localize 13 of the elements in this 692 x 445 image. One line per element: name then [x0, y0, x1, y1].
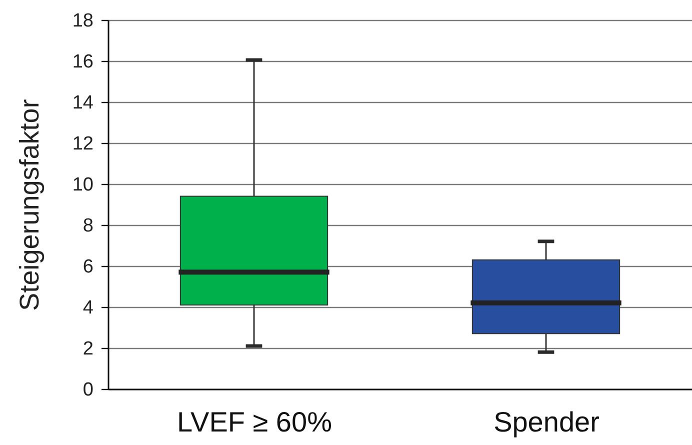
y-tick-label: 14 [72, 92, 94, 114]
y-tick-label: 16 [72, 52, 94, 72]
y-tick-label: 2 [82, 338, 94, 360]
y-tick-label: 8 [82, 216, 94, 236]
y-tick-label: 6 [82, 256, 94, 278]
y-tick-label: 10 [72, 174, 94, 196]
x-tick-label: LVEF ≥ 60% [177, 406, 332, 438]
y-tick-label: 18 [72, 10, 94, 32]
x-tick-label: Spender [494, 406, 600, 438]
y-tick-label: 12 [72, 134, 94, 154]
y-axis-title: Steigerungsfaktor [14, 99, 44, 311]
y-tick-label: 4 [82, 298, 94, 318]
y-tick-label: 0 [82, 380, 94, 400]
